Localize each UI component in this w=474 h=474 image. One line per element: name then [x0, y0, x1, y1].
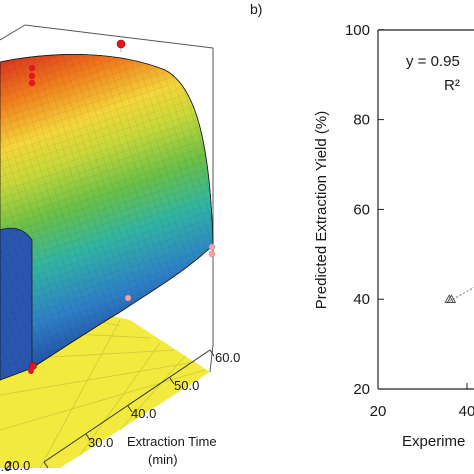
- data-point: [208, 243, 216, 251]
- scatter-point: [446, 294, 457, 303]
- r-squared-label: R²: [444, 77, 460, 94]
- panel-label-b: b): [250, 1, 262, 17]
- data-point: [28, 79, 36, 87]
- y-tick-label: 20: [353, 381, 370, 398]
- y-ticks-b: 20 40 60 80 100: [345, 22, 384, 398]
- y-tick-label-a: 60.0: [0, 459, 11, 474]
- x-tick-label: 40.0: [131, 406, 156, 421]
- regression-equation: y = 0.95: [406, 53, 460, 70]
- data-point: [208, 250, 216, 258]
- box-edges: [0, 24, 214, 373]
- scatter-points: [444, 294, 457, 303]
- x-axis-a: [43, 349, 215, 469]
- x-tick-label: 30.0: [88, 435, 113, 450]
- data-point: [116, 39, 126, 49]
- data-point: [28, 64, 36, 72]
- data-point: [28, 72, 36, 80]
- x-ticks-b: 20 40: [370, 383, 474, 420]
- design-points: [28, 39, 216, 374]
- x-tick-label: 20.0: [5, 458, 30, 473]
- x-tick-label: 40: [459, 403, 474, 420]
- data-point: [28, 368, 34, 374]
- fit-line: [449, 286, 474, 302]
- x-ticks-a: 20.0 30.0 40.0 50.0 60.0: [5, 350, 240, 473]
- x-axis-unit-a: (min): [148, 452, 178, 467]
- x-tick-label: 20: [370, 403, 387, 420]
- y-tick-label: 40: [353, 291, 370, 308]
- y-axis-title-b: Predicted Extraction Yield (%): [313, 111, 330, 309]
- x-axis-title-b: Experime: [402, 433, 465, 450]
- y-tick-label: 80: [353, 112, 370, 129]
- surface-panel: 20.0 30.0 40.0 50.0 60.0 60.0 Extraction…: [0, 24, 240, 474]
- y-tick-label: 100: [345, 22, 370, 39]
- x-tick-label: 50.0: [174, 378, 199, 393]
- y-tick-label: 60: [353, 201, 370, 218]
- x-axis-title-a: Extraction Time: [127, 434, 217, 449]
- x-tick-label: 60.0: [215, 350, 240, 365]
- data-point: [124, 294, 132, 302]
